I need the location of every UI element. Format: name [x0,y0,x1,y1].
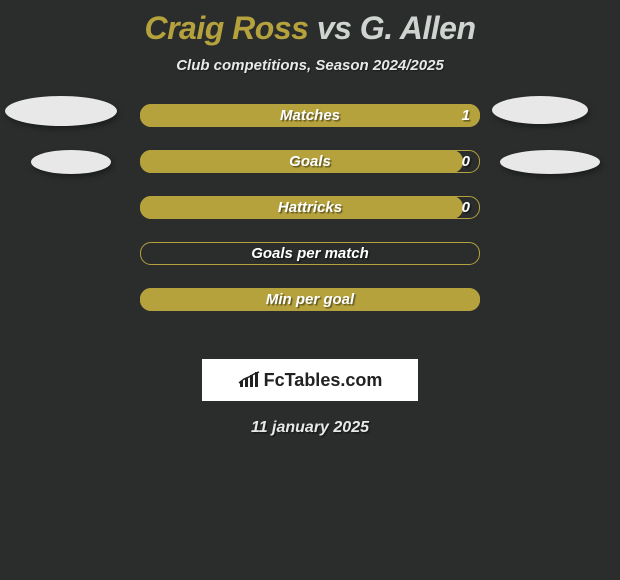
comparison-title: Craig Ross vs G. Allen [0,0,620,47]
stat-bar-label: Goals per match [140,242,480,265]
stat-bar-label: Matches [140,104,480,127]
logo-box: FcTables.com [202,359,418,401]
logo: FcTables.com [238,370,383,391]
player2-name: G. Allen [360,10,476,46]
stat-bar-value: 1 [462,104,470,127]
stat-bar-label: Hattricks [140,196,480,219]
logo-chart-icon [238,371,260,389]
decor-ellipse [492,96,588,124]
stat-bar-value: 0 [462,196,470,219]
subtitle: Club competitions, Season 2024/2025 [0,57,620,74]
stat-bar-row: Min per goal [140,288,480,311]
decor-ellipse [31,150,111,174]
stat-bar-row: Goals0 [140,150,480,173]
stat-bar-label: Min per goal [140,288,480,311]
player1-name: Craig Ross [144,10,308,46]
stat-bar-row: Hattricks0 [140,196,480,219]
stat-bar-row: Matches1 [140,104,480,127]
chart-area: Matches1Goals0Hattricks0Goals per matchM… [0,104,620,354]
stat-bar-row: Goals per match [140,242,480,265]
stat-bar-label: Goals [140,150,480,173]
date-text: 11 january 2025 [0,419,620,437]
vs-text: vs [317,10,352,46]
logo-text: FcTables.com [264,370,383,391]
decor-ellipse [500,150,600,174]
decor-ellipse [5,96,117,126]
stat-bar-value: 0 [462,150,470,173]
